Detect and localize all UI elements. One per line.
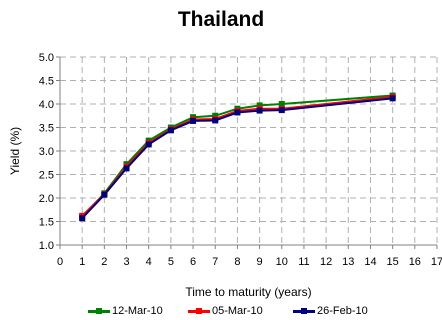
x-tick-label: 0 bbox=[57, 256, 63, 268]
x-tick-label: 9 bbox=[257, 256, 263, 268]
y-axis-title: Yield (%) bbox=[8, 127, 22, 175]
y-tick-label: 1.0 bbox=[39, 240, 54, 252]
legend-label: 05-Mar-10 bbox=[212, 305, 263, 317]
legend-item: 12-Mar-10 bbox=[88, 305, 163, 317]
x-tick-label: 17 bbox=[431, 256, 442, 268]
x-tick-label: 16 bbox=[409, 256, 421, 268]
legend-item: 05-Mar-10 bbox=[188, 305, 263, 317]
y-tick-label: 4.5 bbox=[39, 76, 54, 88]
data-point bbox=[101, 191, 108, 198]
legend-item: 26-Feb-10 bbox=[293, 305, 368, 317]
legend-marker bbox=[196, 307, 202, 314]
y-tick-label: 2.5 bbox=[39, 170, 54, 182]
legend-label: 26-Feb-10 bbox=[317, 305, 368, 317]
chart-title: Thailand bbox=[177, 8, 265, 31]
x-tick-label: 14 bbox=[364, 256, 376, 268]
x-tick-label: 1 bbox=[79, 256, 85, 268]
x-tick-label: 11 bbox=[298, 256, 309, 268]
data-point bbox=[145, 141, 152, 148]
x-tick-label: 12 bbox=[320, 256, 332, 268]
data-point bbox=[79, 215, 86, 222]
data-point bbox=[212, 112, 219, 119]
x-tick-label: 2 bbox=[101, 256, 107, 268]
y-tick-label: 3.0 bbox=[39, 146, 54, 158]
data-point bbox=[278, 107, 285, 114]
x-axis-title: Time to maturity (years) bbox=[185, 285, 311, 299]
data-point bbox=[234, 109, 241, 116]
x-tick-label: 13 bbox=[342, 256, 354, 268]
data-point bbox=[167, 127, 174, 134]
x-tick-label: 5 bbox=[168, 256, 174, 268]
data-point bbox=[212, 117, 219, 124]
y-tick-label: 1.5 bbox=[39, 217, 54, 229]
legend-marker bbox=[301, 307, 307, 314]
legend-swatch bbox=[88, 307, 110, 314]
x-tick-label: 7 bbox=[212, 256, 218, 268]
data-point bbox=[190, 117, 197, 124]
data-point bbox=[123, 165, 130, 172]
y-tick-label: 4.0 bbox=[39, 99, 54, 111]
legend-marker bbox=[96, 307, 102, 314]
x-tick-label: 15 bbox=[387, 256, 399, 268]
data-point bbox=[278, 101, 285, 107]
y-tick-label: 2.0 bbox=[39, 193, 54, 205]
data-point bbox=[256, 107, 263, 114]
y-tick-label: 3.5 bbox=[39, 123, 54, 135]
x-tick-label: 6 bbox=[190, 256, 196, 268]
legend-label: 12-Mar-10 bbox=[112, 305, 163, 317]
x-tick-label: 10 bbox=[276, 256, 288, 268]
data-point bbox=[389, 95, 396, 102]
x-tick-label: 8 bbox=[234, 256, 240, 268]
legend-swatch bbox=[293, 307, 315, 314]
x-tick-label: 3 bbox=[123, 256, 129, 268]
chart-legend: 12-Mar-10 05-Mar-10 26-Feb-10 bbox=[0, 305, 442, 319]
y-tick-label: 5.0 bbox=[39, 52, 54, 64]
legend-swatch bbox=[188, 307, 210, 314]
data-point bbox=[256, 102, 263, 109]
x-tick-label: 4 bbox=[146, 256, 152, 268]
